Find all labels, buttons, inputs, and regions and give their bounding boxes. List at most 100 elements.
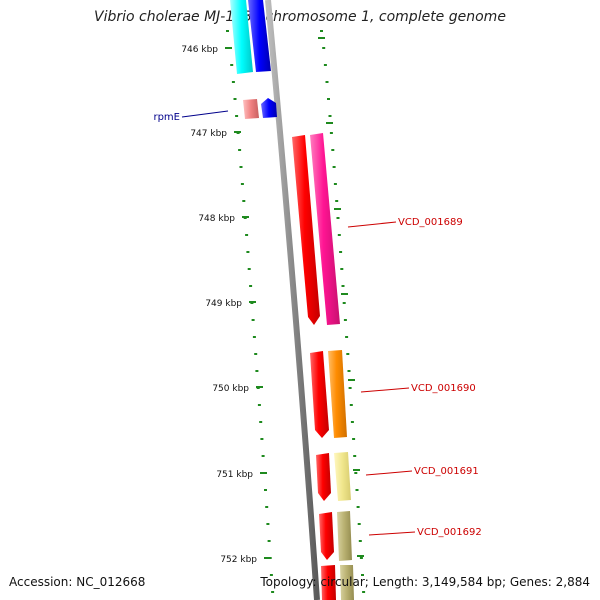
minor-tick xyxy=(320,30,323,32)
minor-tick xyxy=(264,489,267,491)
tick-label-748: 748 kbp xyxy=(198,214,235,224)
minor-tick xyxy=(335,200,339,202)
minor-tick xyxy=(271,591,275,593)
minor-tick xyxy=(327,98,330,100)
minor-tick xyxy=(238,149,242,151)
minor-tick xyxy=(257,404,261,406)
gene-orange xyxy=(328,350,347,438)
map-title: Vibrio cholerae MJ-1236 chromosome 1, co… xyxy=(94,9,506,25)
major-tick xyxy=(225,47,232,49)
minor-tick xyxy=(339,251,343,253)
minor-tick xyxy=(340,268,344,270)
minor-tick xyxy=(254,353,258,355)
tick-label-751: 751 kbp xyxy=(216,470,253,480)
minor-tick xyxy=(230,64,234,66)
minor-tick xyxy=(355,489,359,491)
minor-tick xyxy=(349,404,353,406)
minor-tick xyxy=(346,353,350,355)
minor-tick xyxy=(348,387,352,389)
minor-tick xyxy=(342,302,346,304)
gene-label-VCD_001690: VCD_001690 xyxy=(411,383,476,394)
minor-tick xyxy=(269,574,273,576)
leader-VCD_001692 xyxy=(368,531,416,536)
minor-tick xyxy=(266,523,270,525)
tick-label-750: 750 kbp xyxy=(212,384,249,394)
gene-red-bottom xyxy=(321,565,336,600)
gene-magenta xyxy=(310,133,340,325)
tick-label-746: 746 kbp xyxy=(181,45,218,55)
gene-label-VCD_001691: VCD_001691 xyxy=(414,466,479,477)
minor-tick xyxy=(337,234,341,236)
minor-tick xyxy=(226,30,229,32)
minor-tick xyxy=(246,251,250,253)
minor-tick xyxy=(328,115,332,117)
minor-tick xyxy=(359,557,363,559)
minor-tick xyxy=(336,217,340,219)
minor-tick xyxy=(233,98,237,100)
gene-red-3 xyxy=(316,453,331,501)
minor-tick xyxy=(240,183,244,185)
minor-tick xyxy=(329,132,333,134)
gene-red-1 xyxy=(292,135,320,325)
minor-tick xyxy=(255,370,259,372)
tick-label-747: 747 kbp xyxy=(190,129,227,139)
minor-tick xyxy=(332,166,336,168)
minor-tick xyxy=(352,438,356,440)
tick-label-749: 749 kbp xyxy=(205,299,242,309)
topology-text: Topology: circular; Length: 3,149,584 bp… xyxy=(260,575,590,589)
minor-tick xyxy=(325,81,329,83)
gene-blue-small xyxy=(261,98,277,118)
gene-cyan xyxy=(230,0,253,74)
minor-tick xyxy=(331,149,335,151)
minor-tick xyxy=(322,47,326,49)
gene-rpmE xyxy=(243,99,259,119)
minor-tick xyxy=(350,421,354,423)
kbp-ticks: 746 kbp 747 kbp 748 kbp 749 kbp 750 kbp … xyxy=(181,45,271,565)
leader-VCD_001689 xyxy=(347,221,397,228)
minor-tick xyxy=(356,506,360,508)
minor-tick xyxy=(267,540,271,542)
minor-tick xyxy=(345,336,349,338)
minor-tick xyxy=(341,285,345,287)
minor-tick xyxy=(354,472,358,474)
minor-tick xyxy=(353,455,357,457)
gene-red-4 xyxy=(319,512,334,560)
minor-tick xyxy=(235,115,239,117)
major-tick xyxy=(264,557,271,559)
gene-red-2 xyxy=(310,351,329,438)
minor-tick xyxy=(361,574,364,576)
gene-yellow xyxy=(334,452,351,501)
major-tick xyxy=(234,131,241,133)
minor-tick xyxy=(249,285,253,287)
gene-label-rpmE: rpmE xyxy=(153,112,180,123)
tick-label-752: 752 kbp xyxy=(220,555,257,565)
chromosome-backbone xyxy=(265,0,320,600)
minor-tick xyxy=(362,591,366,593)
gene-khaki-bottom xyxy=(340,565,354,600)
minor-tick xyxy=(343,319,347,321)
minor-tick xyxy=(245,234,249,236)
leader-rpmE xyxy=(181,110,229,118)
right-major-ticks xyxy=(318,37,364,557)
major-tick xyxy=(242,216,249,218)
minor-tick xyxy=(265,506,269,508)
leader-VCD_001691 xyxy=(365,470,413,476)
major-tick xyxy=(249,301,256,303)
major-tick xyxy=(260,472,267,474)
minor-tick xyxy=(323,64,327,66)
minor-tick xyxy=(242,200,246,202)
minor-tick xyxy=(251,319,255,321)
gene-label-VCD_001689: VCD_001689 xyxy=(398,217,463,228)
leader-VCD_001690 xyxy=(360,387,410,393)
accession-text: Accession: NC_012668 xyxy=(9,575,146,589)
minor-tick xyxy=(231,81,235,83)
minor-tick xyxy=(333,183,337,185)
major-tick xyxy=(256,386,263,388)
minor-tick xyxy=(247,268,251,270)
gene-label-VCD_001692: VCD_001692 xyxy=(417,527,482,538)
gene-blue-top xyxy=(248,0,271,72)
minor-tick xyxy=(239,166,243,168)
minor-tick xyxy=(347,370,351,372)
minor-tick xyxy=(261,455,265,457)
